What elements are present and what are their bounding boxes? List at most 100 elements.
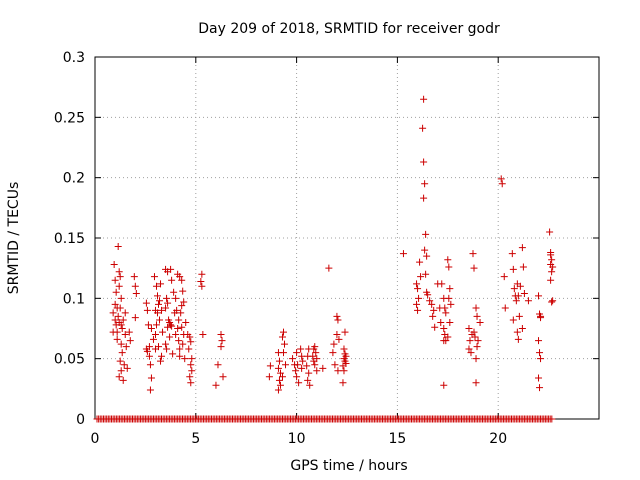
data-point xyxy=(187,361,194,368)
data-point xyxy=(117,273,124,280)
data-point xyxy=(431,324,438,331)
data-point xyxy=(182,319,189,326)
x-tick-label: 5 xyxy=(191,431,200,447)
y-tick-label: 0.3 xyxy=(63,50,85,66)
data-point xyxy=(116,373,123,380)
scatter-chart: 0 5 10 15 20 00.050.10.150.20.250.3 Day 209 … xyxy=(0,0,640,480)
data-point xyxy=(289,355,296,362)
data-point xyxy=(447,301,454,308)
data-point xyxy=(214,361,221,368)
data-point xyxy=(172,295,179,302)
data-point xyxy=(548,298,555,305)
data-point xyxy=(437,319,444,326)
data-point xyxy=(465,325,472,332)
data-point xyxy=(329,349,336,356)
data-point xyxy=(525,297,532,304)
data-point xyxy=(166,333,173,340)
data-point xyxy=(169,350,176,357)
data-point xyxy=(474,343,481,350)
data-point xyxy=(117,358,124,365)
data-points xyxy=(110,96,556,394)
data-point xyxy=(176,346,183,353)
data-point xyxy=(117,304,124,311)
data-point xyxy=(276,358,283,365)
y-tick-label: 0 xyxy=(76,412,85,428)
data-point xyxy=(519,325,526,332)
data-point xyxy=(516,313,523,320)
data-point xyxy=(132,314,139,321)
data-point xyxy=(159,329,166,336)
data-point xyxy=(537,314,544,321)
data-point xyxy=(511,285,518,292)
chart-title: Day 209 of 2018, SRMTID for receiver god… xyxy=(198,21,500,37)
data-point xyxy=(422,231,429,238)
data-point xyxy=(282,361,289,368)
data-point xyxy=(162,341,169,348)
data-point xyxy=(157,358,164,365)
x-tick-labels: 0 5 10 15 20 xyxy=(91,431,508,447)
data-point xyxy=(445,263,452,270)
data-point xyxy=(474,313,481,320)
data-point xyxy=(163,295,170,302)
data-point xyxy=(218,343,225,350)
data-point xyxy=(218,331,225,338)
data-point xyxy=(179,341,186,348)
data-point xyxy=(537,355,544,362)
data-point xyxy=(466,337,473,344)
data-point xyxy=(519,244,526,251)
data-point xyxy=(124,365,131,372)
data-point xyxy=(111,261,118,268)
data-point xyxy=(127,337,134,344)
data-point xyxy=(446,285,453,292)
data-point xyxy=(267,362,274,369)
data-point xyxy=(325,265,332,272)
data-point xyxy=(113,289,120,296)
data-point xyxy=(341,329,348,336)
data-point xyxy=(546,228,553,235)
data-point xyxy=(121,361,128,368)
data-point xyxy=(414,285,421,292)
x-tick-label: 20 xyxy=(489,431,507,447)
data-point xyxy=(153,321,160,328)
data-point xyxy=(441,304,448,311)
data-point xyxy=(311,361,318,368)
data-point xyxy=(339,379,346,386)
data-point xyxy=(175,317,182,324)
data-point xyxy=(115,313,122,320)
y-tick-label: 0.15 xyxy=(54,231,85,247)
x-axis-label: GPS time / hours xyxy=(290,458,407,474)
data-point xyxy=(276,377,283,384)
data-point xyxy=(429,313,436,320)
data-point xyxy=(197,278,204,285)
data-point xyxy=(151,273,158,280)
data-point xyxy=(294,361,301,368)
data-point xyxy=(292,367,299,374)
data-point xyxy=(440,325,447,332)
data-point xyxy=(446,319,453,326)
data-point xyxy=(442,309,449,316)
data-point xyxy=(423,253,430,260)
data-point xyxy=(281,341,288,348)
data-point xyxy=(420,158,427,165)
data-point xyxy=(115,243,122,250)
data-point xyxy=(116,268,123,275)
data-point xyxy=(420,96,427,103)
data-point xyxy=(420,195,427,202)
data-point xyxy=(333,313,340,320)
data-point xyxy=(280,349,287,356)
data-point xyxy=(498,175,505,182)
data-point xyxy=(220,373,227,380)
y-tick-label: 0.2 xyxy=(63,171,85,187)
data-point xyxy=(510,317,517,324)
data-point xyxy=(438,280,445,287)
data-point xyxy=(198,283,205,290)
y-tick-label: 0.25 xyxy=(54,110,85,126)
data-point xyxy=(473,355,480,362)
data-point xyxy=(535,374,542,381)
data-point xyxy=(470,250,477,257)
data-point xyxy=(187,379,194,386)
data-point xyxy=(340,346,347,353)
data-point xyxy=(178,324,185,331)
data-point xyxy=(445,295,452,302)
data-point xyxy=(509,250,516,257)
